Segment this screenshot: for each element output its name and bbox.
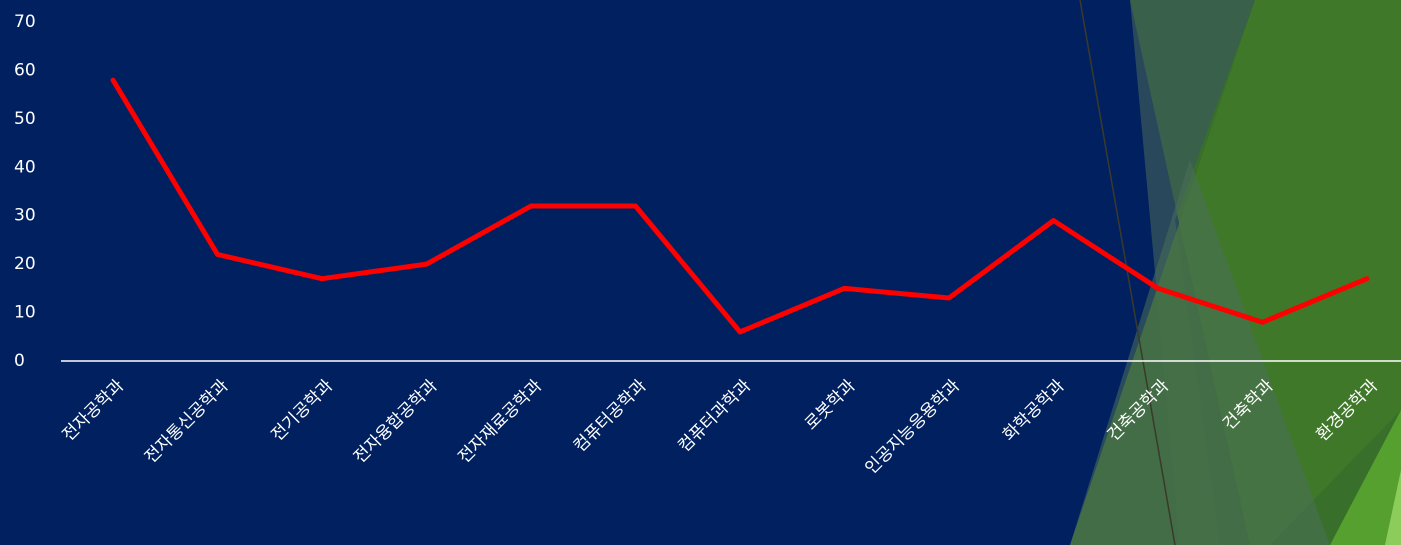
decor-line bbox=[1079, 0, 1176, 545]
decor-triangle bbox=[1130, 0, 1255, 545]
y-tick-label: 0 bbox=[14, 351, 25, 371]
decor-triangle bbox=[1070, 160, 1330, 545]
y-tick-label: 20 bbox=[14, 254, 36, 274]
decor-triangle bbox=[1330, 410, 1401, 545]
y-tick-label: 60 bbox=[14, 60, 36, 80]
y-tick-label: 40 bbox=[14, 157, 36, 177]
y-tick-label: 50 bbox=[14, 109, 36, 129]
y-tick-label: 70 bbox=[14, 12, 36, 32]
data-line bbox=[110, 77, 1370, 335]
y-tick-label: 30 bbox=[14, 206, 36, 226]
decor-triangle bbox=[1385, 470, 1401, 545]
y-tick-label: 10 bbox=[14, 303, 36, 323]
